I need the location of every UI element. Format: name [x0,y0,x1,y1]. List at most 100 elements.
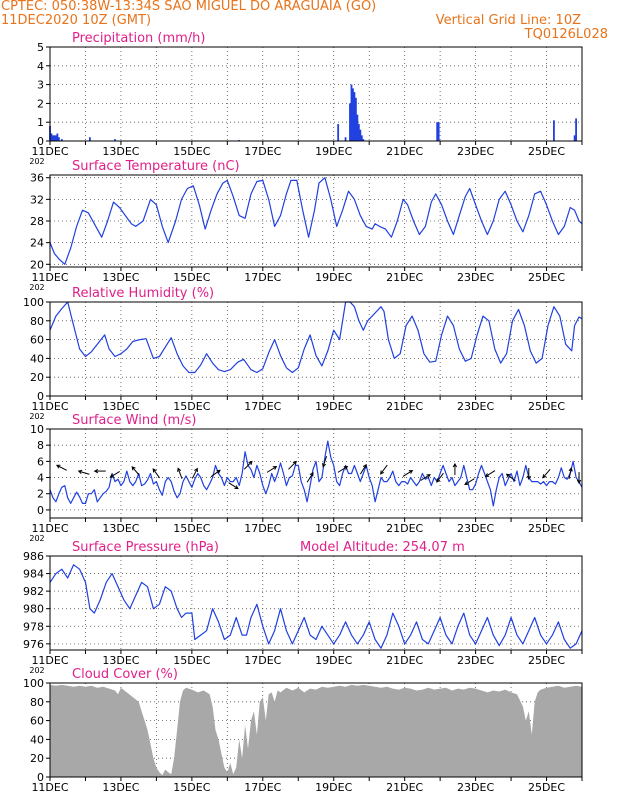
y-tick-label: 40 [30,352,44,365]
x-tick-label: 23DEC [457,654,494,667]
header-vertical-grid-note: Vertical Grid Line: 10Z [435,13,581,28]
x-tick-label: 21DEC [386,522,423,535]
wind-arrow [484,470,496,477]
precip-bar [89,137,91,141]
year-label-stub: 202 [29,666,44,675]
x-tick-label: 15DEC [173,781,210,794]
y-tick-label: 60 [30,334,44,347]
wind-arrow [288,460,297,470]
wind-arrow [131,466,140,476]
wind-panel: 0 2 4 6 8 10 11DEC 13DEC 15DEC 17DEC 19DEC 21DEC 23D… [29,413,583,543]
y-tick-label: 978 [23,620,44,633]
x-tick-label: 13DEC [102,400,139,413]
precip-bar [359,129,362,141]
wind-arrow [464,478,475,486]
x-tick-label: 25DEC [528,400,565,413]
wind-arrow [505,473,516,482]
y-tick-label: 976 [23,638,44,651]
x-tick-label: 19DEC [315,781,352,794]
x-tick-label: 23DEC [457,145,494,158]
y-tick-label: 20 [30,371,44,384]
x-tick-label: 13DEC [102,522,139,535]
model-altitude-label: Model Altitude: 254.07 m [300,540,465,555]
y-tick-label: 100 [23,677,44,690]
y-tick-label: 986 [23,550,44,563]
y-tick-label: 20 [30,752,44,765]
wind-arrow [322,455,328,468]
x-tick-label: 21DEC [386,400,423,413]
panel-frame [49,682,583,778]
precip-bar [360,135,363,141]
x-tick-label: 25DEC [528,145,565,158]
precip-title: Precipitation (mm/h) [72,31,205,46]
x-tick-label: 15DEC [173,400,210,413]
x-tick-label: 17DEC [244,654,281,667]
x-tick-label: 17DEC [244,781,281,794]
wind-arrow [243,460,253,470]
pressure-panel: 976 978 980 982 984 986 11DEC 13DEC 15DEC 17DEC 19… [23,540,583,675]
wind-arrow [420,474,431,481]
x-tick-label: 13DEC [102,654,139,667]
x-tick-label: 11DEC [31,522,68,535]
y-tick-label: 4 [37,60,44,73]
x-tick-label: 11DEC [31,400,68,413]
y-tick-label: 10 [30,423,44,436]
wind-arrow [568,467,573,479]
precip-bar [553,120,555,141]
x-tick-label: 11DEC [31,145,68,158]
y-tick-label: 0 [37,135,44,148]
precip-bar [344,137,347,141]
wind-arrow [93,468,106,474]
precip-bar [55,135,57,141]
y-tick-label: 100 [23,296,44,309]
panel-frame [49,46,583,142]
x-tick-label: 11DEC [31,654,68,667]
wind-title: Surface Wind (m/s) [72,413,196,428]
cloud-area [50,684,582,777]
y-tick-label: 0 [37,504,44,517]
y-tick-label: 6 [37,455,44,468]
x-tick-label: 21DEC [386,781,423,794]
wind-arrow [177,467,183,479]
y-tick-label: 2 [37,97,44,110]
precip-bar [352,88,354,141]
precip-bar [353,92,356,141]
y-tick-label: 80 [30,696,44,709]
wind-arrow [436,472,444,483]
y-tick-label: 984 [23,568,44,581]
x-tick-label: 21DEC [386,654,423,667]
precip-bar [337,124,340,141]
y-tick-label: 40 [30,733,44,746]
y-tick-label: 24 [30,237,44,250]
y-tick-label: 20 [30,258,44,271]
panel-frame [49,555,583,651]
wind-arrow [359,463,367,475]
x-tick-label: 23DEC [457,271,494,284]
y-tick-label: 982 [23,585,44,598]
header-model-id: TQ0126L028 [524,27,608,42]
precip-bar [355,97,357,141]
x-tick-label: 19DEC [315,271,352,284]
x-tick-label: 15DEC [173,654,210,667]
panel-frame [49,428,583,519]
y-tick-label: 80 [30,315,44,328]
x-tick-label: 17DEC [244,271,281,284]
x-tick-label: 13DEC [102,781,139,794]
humidity-line [49,301,583,374]
y-tick-label: 0 [37,771,44,784]
precip-bar [60,139,63,141]
y-tick-label: 2 [37,488,44,501]
x-tick-label: 17DEC [244,145,281,158]
y-tick-label: 32 [30,193,44,206]
humidity-title: Relative Humidity (%) [72,286,214,301]
year-label-stub: 202 [29,283,44,292]
precip-bar [350,84,353,141]
wind-arrow [266,465,278,473]
wind-arrow [152,468,161,479]
precip-bar [575,118,577,141]
temperature-title: Surface Temperature (nC) [72,159,240,174]
y-tick-label: 28 [30,215,44,228]
x-tick-label: 11DEC [31,781,68,794]
wind-arrow [542,468,551,479]
cloud-panel: 0 20 40 60 80 100 11DEC 13DEC 15DEC 17DEC 19DEC 21D… [23,667,583,794]
